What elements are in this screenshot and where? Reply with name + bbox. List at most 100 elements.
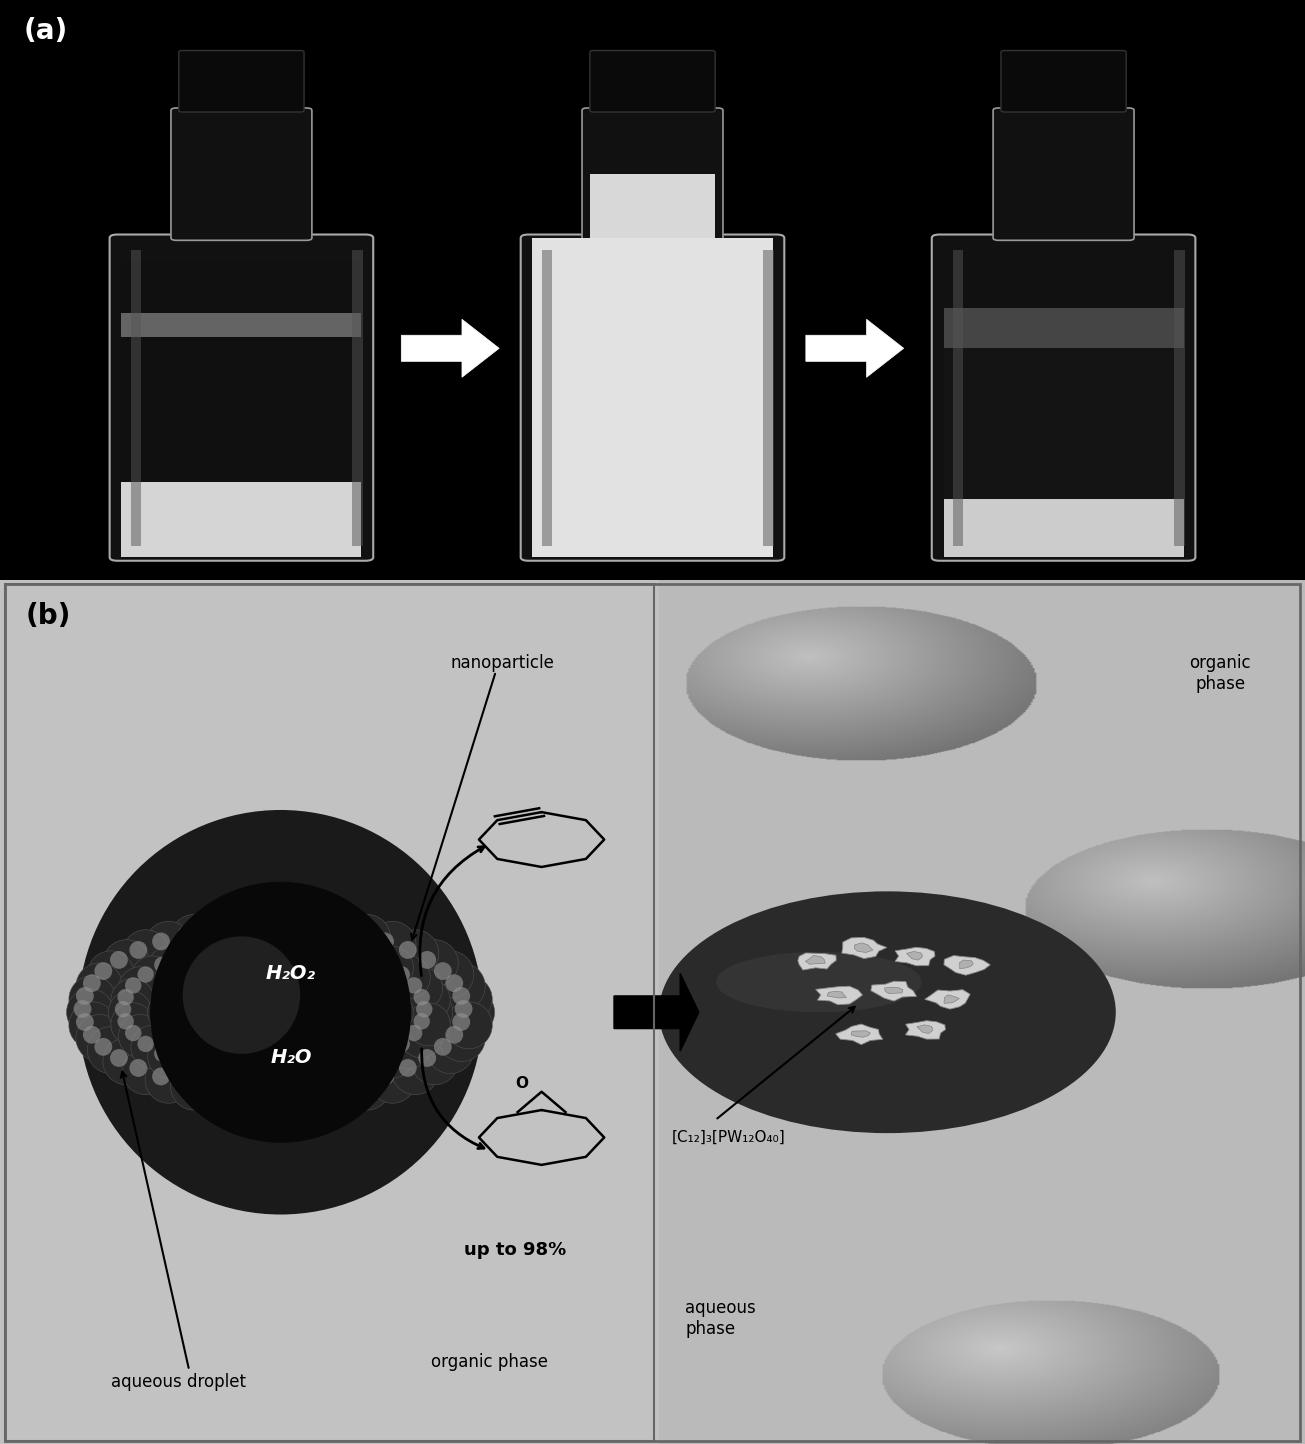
Text: aqueous
phase: aqueous phase — [685, 1300, 756, 1339]
Ellipse shape — [181, 1035, 197, 1050]
Ellipse shape — [369, 1056, 416, 1103]
Ellipse shape — [177, 1074, 196, 1092]
Ellipse shape — [253, 953, 268, 967]
Ellipse shape — [326, 931, 369, 975]
Ellipse shape — [205, 1079, 223, 1097]
Ellipse shape — [69, 976, 116, 1022]
FancyBboxPatch shape — [582, 108, 723, 240]
Ellipse shape — [218, 927, 261, 970]
Bar — [659, 580, 1305, 1444]
Text: (b): (b) — [26, 602, 72, 630]
FancyBboxPatch shape — [521, 234, 784, 560]
Bar — [532, 238, 773, 557]
Ellipse shape — [445, 976, 492, 1022]
Ellipse shape — [264, 917, 282, 934]
Polygon shape — [870, 982, 916, 1001]
Ellipse shape — [371, 980, 410, 1021]
Ellipse shape — [376, 1014, 392, 1030]
Text: H₂O: H₂O — [270, 1048, 312, 1067]
Ellipse shape — [316, 1069, 363, 1115]
Polygon shape — [851, 1031, 870, 1037]
Ellipse shape — [167, 979, 181, 993]
Ellipse shape — [103, 1038, 150, 1084]
Ellipse shape — [343, 1063, 390, 1110]
Ellipse shape — [87, 1027, 134, 1073]
FancyBboxPatch shape — [110, 234, 373, 560]
Ellipse shape — [175, 1054, 191, 1070]
Ellipse shape — [123, 930, 170, 976]
Ellipse shape — [377, 956, 393, 973]
Ellipse shape — [316, 910, 363, 956]
Ellipse shape — [110, 952, 128, 969]
FancyBboxPatch shape — [590, 51, 715, 113]
Ellipse shape — [427, 952, 474, 998]
Ellipse shape — [78, 810, 483, 1214]
Ellipse shape — [252, 1067, 268, 1083]
Ellipse shape — [257, 905, 304, 952]
Ellipse shape — [279, 936, 296, 952]
Ellipse shape — [117, 989, 134, 1005]
Text: aqueous droplet: aqueous droplet — [111, 1373, 245, 1391]
Ellipse shape — [171, 914, 218, 962]
Text: up to 98%: up to 98% — [465, 1240, 566, 1259]
Text: organic phase: organic phase — [431, 1353, 548, 1370]
Ellipse shape — [300, 1038, 341, 1079]
Ellipse shape — [414, 989, 429, 1005]
Ellipse shape — [445, 1002, 492, 1048]
Bar — [953, 250, 963, 546]
Ellipse shape — [176, 1025, 215, 1066]
Ellipse shape — [67, 989, 114, 1035]
Ellipse shape — [151, 1004, 191, 1044]
Ellipse shape — [351, 1074, 368, 1092]
Polygon shape — [615, 973, 699, 1051]
Ellipse shape — [252, 936, 268, 952]
Bar — [0, 580, 659, 1444]
Polygon shape — [835, 1024, 882, 1044]
Ellipse shape — [356, 949, 373, 965]
Polygon shape — [806, 319, 903, 377]
Ellipse shape — [307, 1064, 324, 1082]
FancyBboxPatch shape — [1001, 51, 1126, 113]
Ellipse shape — [300, 1054, 343, 1097]
Ellipse shape — [324, 1079, 341, 1097]
Ellipse shape — [376, 933, 394, 950]
Ellipse shape — [394, 966, 410, 983]
Ellipse shape — [115, 1001, 132, 1018]
Ellipse shape — [147, 946, 191, 989]
Polygon shape — [805, 956, 825, 965]
Ellipse shape — [176, 959, 215, 999]
Ellipse shape — [161, 1015, 201, 1056]
Ellipse shape — [108, 991, 151, 1034]
Polygon shape — [959, 960, 974, 969]
Text: organic
phase: organic phase — [1189, 654, 1251, 693]
Ellipse shape — [411, 1038, 458, 1084]
Bar — [944, 308, 1184, 348]
Ellipse shape — [367, 979, 382, 993]
Ellipse shape — [130, 956, 174, 999]
Ellipse shape — [119, 1015, 162, 1057]
Ellipse shape — [264, 1083, 282, 1102]
Ellipse shape — [221, 946, 261, 986]
Ellipse shape — [367, 1025, 382, 1040]
Ellipse shape — [274, 1041, 315, 1082]
Polygon shape — [797, 953, 837, 970]
Ellipse shape — [376, 1067, 394, 1086]
FancyBboxPatch shape — [179, 51, 304, 113]
Bar — [944, 500, 1184, 557]
Ellipse shape — [224, 937, 240, 954]
Polygon shape — [925, 989, 970, 1009]
Polygon shape — [895, 947, 934, 966]
Ellipse shape — [154, 956, 171, 973]
Ellipse shape — [448, 989, 495, 1035]
Ellipse shape — [167, 1025, 181, 1040]
Ellipse shape — [406, 978, 423, 993]
Ellipse shape — [376, 991, 392, 1005]
Ellipse shape — [157, 1014, 172, 1030]
Ellipse shape — [247, 1041, 287, 1082]
Ellipse shape — [192, 931, 235, 975]
Ellipse shape — [147, 992, 188, 1032]
Ellipse shape — [326, 1050, 369, 1093]
Ellipse shape — [168, 939, 211, 982]
Ellipse shape — [110, 1048, 128, 1067]
Bar — [5, 583, 654, 1441]
